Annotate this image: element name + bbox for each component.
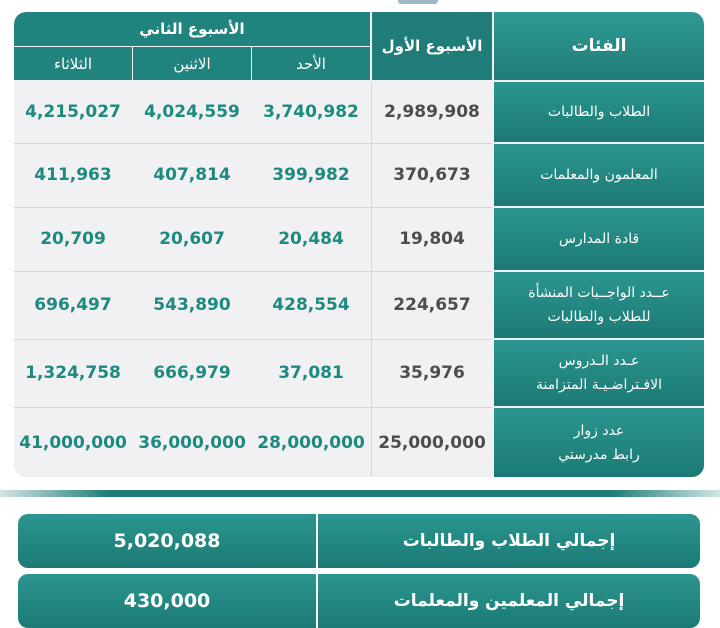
- categories-header: الفئات: [494, 12, 704, 80]
- monday-value: 543,890: [153, 295, 231, 315]
- monday-value: 666,979: [153, 363, 231, 383]
- row-divider: [14, 143, 492, 144]
- total-students-value: 5,020,088: [18, 514, 316, 568]
- category-cell: الطلاب والطالبات: [494, 82, 704, 142]
- sunday-value: 20,484: [278, 229, 344, 249]
- monday-value: 36,000,000: [138, 432, 246, 453]
- sunday-value: 428,554: [272, 295, 350, 315]
- row-divider: [14, 407, 492, 408]
- row-divider: [14, 207, 492, 208]
- tuesday-value: 1,324,758: [25, 363, 121, 383]
- week2-header: الأسبوع الثاني: [14, 12, 370, 46]
- total-teachers-value: 430,000: [18, 574, 316, 628]
- column-divider: [371, 82, 372, 477]
- sunday-value: 28,000,000: [257, 432, 365, 453]
- tuesday-value: 41,000,000: [19, 432, 127, 453]
- tuesday-value: 411,963: [34, 165, 112, 185]
- week1-value: 19,804: [399, 229, 465, 249]
- total-row-students: إجمالي الطلاب والطالبات 5,020,088: [18, 514, 700, 568]
- section-divider: [0, 490, 720, 497]
- stats-table: الفئات الأسبوع الأول الأسبوع الثاني الأح…: [14, 12, 704, 477]
- total-row-teachers: إجمالي المعلمين والمعلمات 430,000: [18, 574, 700, 628]
- total-teachers-label: إجمالي المعلمين والمعلمات: [318, 574, 700, 628]
- day-header-tuesday: الثلاثاء: [14, 47, 132, 80]
- week1-value: 35,976: [399, 363, 465, 383]
- week1-value: 2,989,908: [384, 102, 480, 122]
- total-students-label: إجمالي الطلاب والطالبات: [318, 514, 700, 568]
- sunday-value: 37,081: [278, 363, 344, 383]
- monday-value: 20,607: [159, 229, 225, 249]
- tuesday-value: 20,709: [40, 229, 106, 249]
- week1-value: 224,657: [393, 295, 471, 315]
- category-cell: المعلمون والمعلمات: [494, 144, 704, 206]
- monday-value: 407,814: [153, 165, 231, 185]
- week1-value: 25,000,000: [378, 432, 486, 453]
- day-header-sunday: الأحد: [252, 47, 370, 80]
- monday-value: 4,024,559: [144, 102, 240, 122]
- row-divider: [14, 271, 492, 272]
- category-cell: قادة المدارس: [494, 208, 704, 270]
- category-cell: عـدد الـدروس الافـتراضـيـة المتزامنة: [494, 340, 704, 406]
- tuesday-value: 4,215,027: [25, 102, 121, 122]
- tuesday-value: 696,497: [34, 295, 112, 315]
- sunday-value: 3,740,982: [263, 102, 359, 122]
- sunday-value: 399,982: [272, 165, 350, 185]
- week1-header: الأسبوع الأول: [372, 12, 492, 80]
- top-tab-decoration: [398, 0, 438, 4]
- category-cell: عدد زوار رابط مدرستي: [494, 408, 704, 477]
- week1-value: 370,673: [393, 165, 471, 185]
- row-divider: [14, 339, 492, 340]
- category-cell: عــدد الواجــبات المنشأة للطلاب والطالبات: [494, 272, 704, 338]
- day-header-monday: الاثنين: [133, 47, 251, 80]
